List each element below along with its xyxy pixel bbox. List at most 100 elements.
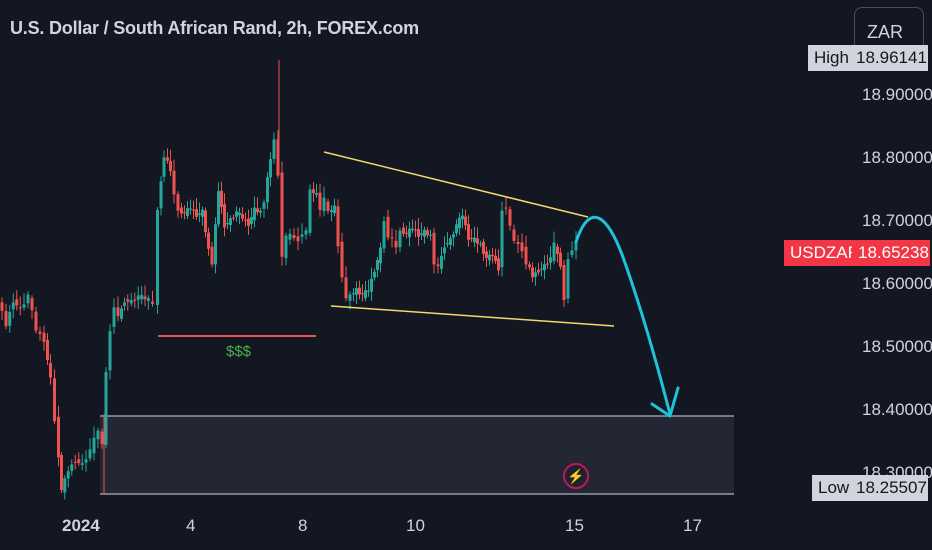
candle-body xyxy=(129,300,133,304)
candle-body xyxy=(562,265,566,300)
candle-body xyxy=(402,227,405,234)
candle-body xyxy=(443,247,446,254)
candle-body xyxy=(379,247,382,264)
candle-body xyxy=(508,209,512,226)
candle-body xyxy=(304,230,308,235)
candle-body xyxy=(8,311,12,326)
candle-body xyxy=(49,363,52,378)
candle-body xyxy=(340,241,344,278)
price-tick-label: 18.80000 xyxy=(862,148,932,167)
candle-body xyxy=(494,255,497,261)
candle-body xyxy=(4,310,8,327)
candle-body xyxy=(292,235,296,238)
candle-body xyxy=(482,241,485,254)
candle-body xyxy=(217,191,220,225)
candle-body xyxy=(247,218,250,226)
projection-arrowhead xyxy=(650,386,680,418)
candle-body xyxy=(172,170,176,195)
candle-body xyxy=(546,263,549,265)
candle-body xyxy=(151,301,154,304)
candle-body xyxy=(485,251,488,258)
candle-body xyxy=(120,308,123,319)
candle-body xyxy=(473,237,476,243)
candle-body xyxy=(259,210,262,213)
candle-body xyxy=(204,210,207,233)
candle-body xyxy=(244,219,247,221)
candle-body xyxy=(100,431,104,444)
candle-body xyxy=(512,229,516,241)
support-zone xyxy=(100,416,734,494)
candle-body xyxy=(70,464,74,471)
alert-bolt-icon[interactable]: ⚡ xyxy=(563,463,589,489)
candle-body xyxy=(308,189,312,233)
candle-body xyxy=(449,238,452,245)
candle-body xyxy=(488,254,491,261)
candle-body xyxy=(296,236,300,242)
candle-body xyxy=(446,243,449,245)
candle-body xyxy=(470,238,473,239)
candle-body xyxy=(300,234,304,237)
candle-body xyxy=(315,193,318,195)
candle-body xyxy=(189,208,192,210)
price-tick-label: 18.60000 xyxy=(862,274,932,293)
candle-body xyxy=(77,459,81,464)
candle-body xyxy=(169,160,172,172)
candle-body xyxy=(30,298,34,311)
candle-body xyxy=(214,224,217,265)
candle-body xyxy=(461,215,464,220)
candle-body xyxy=(574,242,578,251)
price-tick-label: 18.70000 xyxy=(862,211,932,230)
candle-body xyxy=(284,235,288,259)
candle-body xyxy=(411,228,414,231)
candle-body xyxy=(63,478,67,493)
high-value: 18.96141 xyxy=(850,45,928,71)
candle-body xyxy=(432,232,436,265)
candle-body xyxy=(540,268,543,270)
candle-body xyxy=(84,459,88,463)
candle-body xyxy=(318,192,322,210)
candle-body xyxy=(458,217,461,229)
candle-body xyxy=(11,302,15,310)
candle-body xyxy=(34,311,38,331)
candle-body xyxy=(276,139,280,176)
candle-body xyxy=(112,307,116,327)
candle-body xyxy=(312,189,315,194)
candle-body xyxy=(53,378,56,422)
low-label: Low xyxy=(812,475,856,501)
candle-body xyxy=(537,269,540,273)
candle-body xyxy=(136,295,140,300)
candle-body xyxy=(66,471,70,479)
wedge-lower-line xyxy=(330,305,615,327)
candle-body xyxy=(566,259,570,299)
candle-body xyxy=(405,232,408,234)
candle-body xyxy=(549,257,552,263)
candle-body xyxy=(417,229,420,237)
candle-body xyxy=(479,243,482,245)
candle-body xyxy=(500,210,504,268)
candle-body xyxy=(42,332,46,342)
wedge-upper-line xyxy=(323,151,589,218)
candle-body xyxy=(373,271,376,278)
candle-body xyxy=(133,299,137,301)
candle-body xyxy=(288,233,292,240)
candle-body xyxy=(80,463,84,465)
candle-body xyxy=(126,299,130,302)
candle-body xyxy=(180,207,183,214)
low-value: 18.25507 xyxy=(850,475,928,501)
candle-body xyxy=(570,250,574,255)
candle-body xyxy=(183,212,186,214)
current-price-label: 18.65238 xyxy=(852,240,930,266)
candle-body xyxy=(364,290,367,299)
candle-body xyxy=(420,233,423,235)
candle-body xyxy=(241,214,244,219)
candle-body xyxy=(534,272,537,277)
candle-body xyxy=(528,264,531,268)
time-tick-label: 4 xyxy=(186,516,196,535)
candle-body xyxy=(336,206,340,247)
candle-body xyxy=(166,157,169,161)
candle-body xyxy=(491,254,494,257)
projection-arrow xyxy=(574,215,672,416)
candle-body xyxy=(272,139,276,159)
candle-body xyxy=(220,190,223,207)
